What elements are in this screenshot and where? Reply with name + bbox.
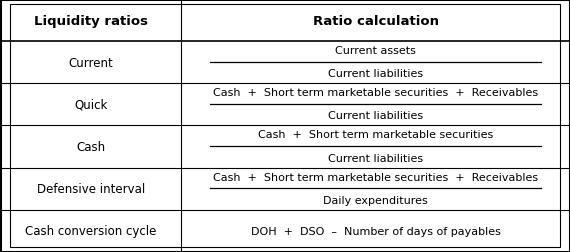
Text: Cash conversion cycle: Cash conversion cycle [25,225,156,237]
Text: Cash  +  Short term marketable securities  +  Receivables: Cash + Short term marketable securities … [213,88,538,98]
Text: DOH  +  DSO  –  Number of days of payables: DOH + DSO – Number of days of payables [251,226,500,236]
Text: Liquidity ratios: Liquidity ratios [34,15,148,27]
Text: Quick: Quick [74,99,107,111]
Text: Current: Current [68,56,113,70]
Text: Daily expenditures: Daily expenditures [323,195,428,205]
Text: Ratio calculation: Ratio calculation [312,15,439,27]
Text: Current liabilities: Current liabilities [328,69,423,79]
Text: Current liabilities: Current liabilities [328,111,423,121]
Text: Cash  +  Short term marketable securities: Cash + Short term marketable securities [258,130,493,140]
Text: Current liabilities: Current liabilities [328,153,423,163]
Text: Current assets: Current assets [335,46,416,56]
Text: Cash: Cash [76,141,105,153]
Text: Cash  +  Short term marketable securities  +  Receivables: Cash + Short term marketable securities … [213,172,538,182]
Text: Defensive interval: Defensive interval [36,182,145,196]
